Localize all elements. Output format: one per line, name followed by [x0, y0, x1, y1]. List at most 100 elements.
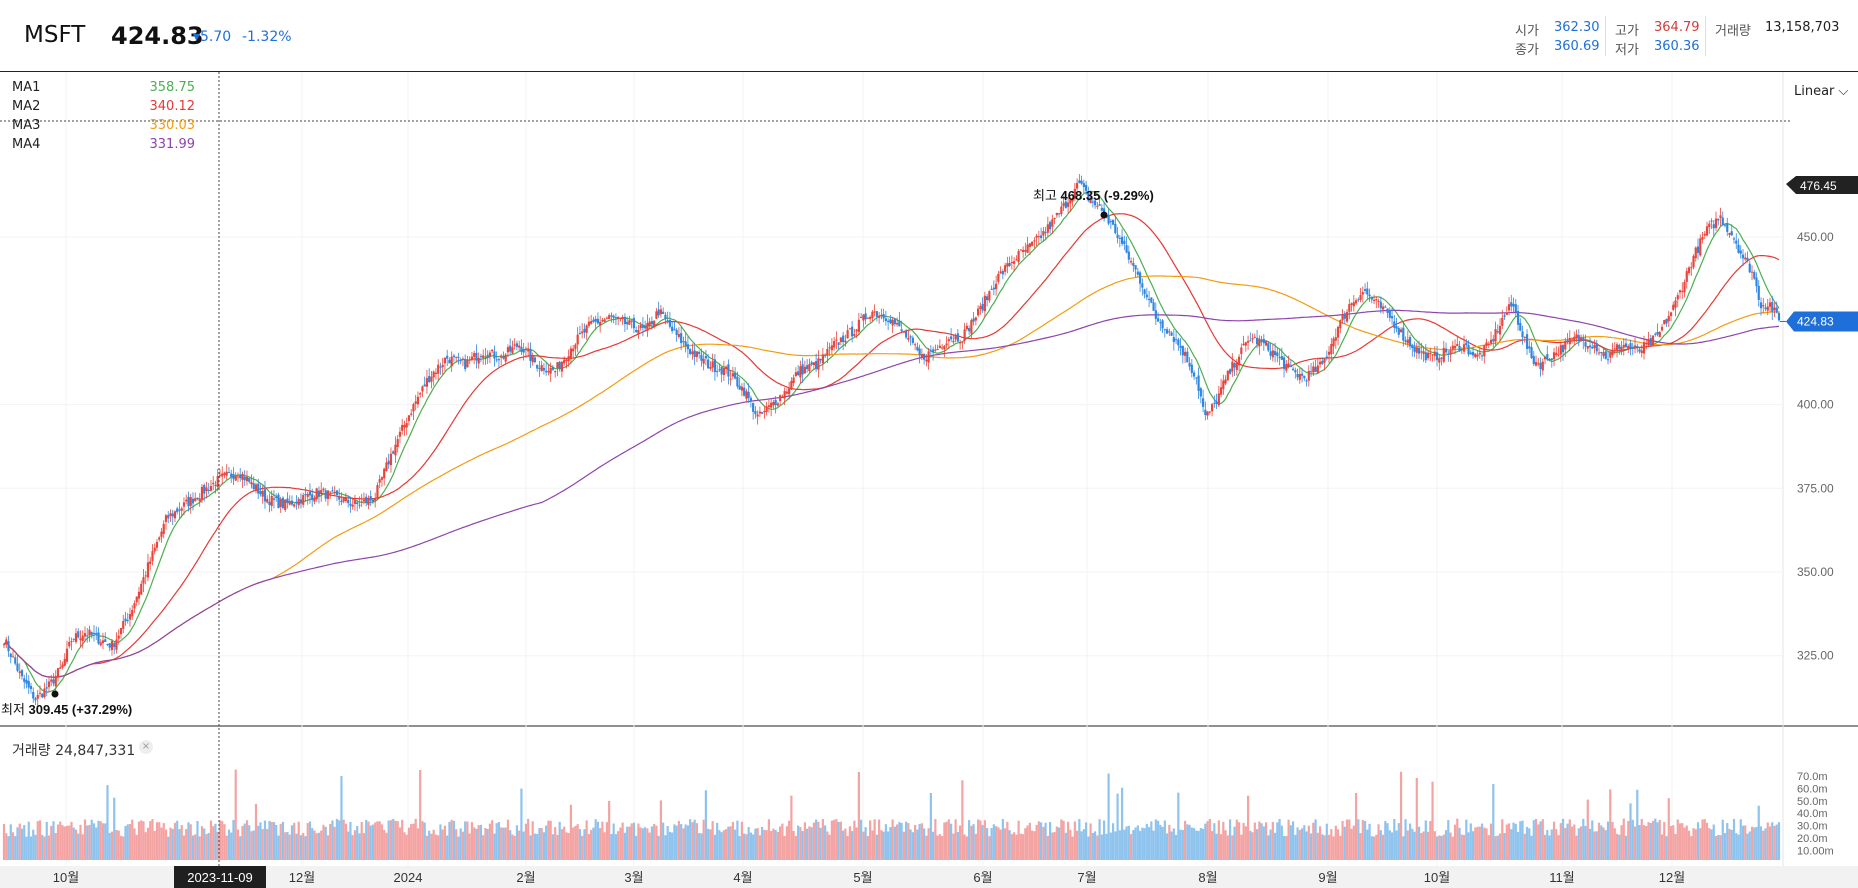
candle [684, 341, 687, 347]
volume-bar [196, 820, 199, 860]
candle [891, 319, 894, 326]
volume-bar [493, 833, 496, 860]
candle [1748, 263, 1751, 273]
candle [117, 635, 120, 639]
volume-bar [664, 835, 667, 860]
volume-bar [979, 820, 982, 860]
volume-bar [1296, 827, 1299, 860]
candle [1084, 184, 1088, 191]
volume-bar [473, 827, 476, 860]
volume-bar [657, 835, 660, 860]
candle [729, 378, 732, 380]
volume-bar [1006, 821, 1009, 860]
candle [779, 395, 782, 402]
volume-bar [18, 823, 21, 860]
volume-bar [1613, 828, 1616, 860]
candle [925, 359, 928, 362]
candle [1269, 351, 1272, 356]
volume-bar [1494, 836, 1497, 860]
candle [153, 547, 156, 552]
volume-bar [880, 830, 883, 860]
volume-bar [1004, 828, 1007, 860]
ma3-line [3, 275, 1780, 678]
candle [351, 504, 354, 507]
volume-bar [1028, 822, 1031, 860]
volume-bar [1388, 830, 1391, 860]
volume-bar [27, 821, 30, 860]
volume-bar [83, 819, 87, 860]
volume-bar [77, 833, 80, 860]
volume-bar [623, 832, 627, 860]
candle [1712, 224, 1715, 229]
volume-bar [1705, 822, 1709, 860]
candle [767, 405, 770, 408]
volume-bar [1663, 822, 1666, 860]
candle [972, 318, 975, 322]
candle [419, 393, 422, 395]
volume-bar [491, 820, 494, 860]
candle [959, 342, 962, 344]
volume-bar [185, 829, 188, 860]
volume-bar [898, 822, 901, 860]
volume-bar [1258, 821, 1261, 860]
candle [837, 342, 840, 345]
volume-tick-label: 50.0m [1797, 796, 1828, 808]
candle [641, 325, 645, 328]
candle [1321, 360, 1324, 365]
candle [1375, 299, 1378, 301]
candle [92, 632, 96, 635]
candle [1080, 180, 1083, 184]
volume-bar [482, 835, 485, 860]
volume-bar [547, 820, 550, 860]
volume-bar [126, 824, 129, 860]
candle [1676, 295, 1679, 300]
candle [898, 320, 901, 327]
volume-bar [1075, 830, 1079, 860]
candle [1413, 346, 1416, 352]
candle [1316, 365, 1319, 373]
volume-bar [776, 831, 779, 860]
volume-bar [88, 824, 91, 860]
volume-bar [1255, 829, 1259, 860]
volume-bar [1147, 827, 1151, 860]
candle [893, 318, 896, 325]
candle [1073, 188, 1076, 199]
volume-bar [605, 822, 609, 860]
candle [610, 315, 613, 317]
candle [578, 332, 582, 334]
volume-bar [909, 829, 912, 860]
price-chart[interactable]: 10월 12월 2024 2월 3월 4월 5월 6월 7월 8월 9월 10월 11월 12월325.0… [0, 72, 1858, 888]
candle [941, 347, 944, 349]
volume-bar [923, 828, 926, 860]
candle [1366, 288, 1369, 295]
volume-tick-label: 10.00m [1797, 845, 1834, 857]
candle [27, 680, 30, 688]
candle [745, 391, 748, 399]
close-icon[interactable]: × [139, 740, 153, 754]
volume-bar [545, 825, 548, 860]
price-change: ▾5.70 [193, 29, 232, 45]
candle [574, 344, 577, 349]
volume-bar [428, 830, 431, 860]
volume-bar [446, 835, 449, 860]
volume-bar [511, 834, 514, 860]
candle [1618, 344, 1621, 350]
candle [1415, 347, 1418, 353]
volume-bar [63, 826, 66, 860]
volume-bar [1393, 818, 1396, 860]
candle [477, 357, 480, 364]
scale-dropdown[interactable]: Linear ⌵ [1794, 84, 1848, 99]
candle [799, 366, 802, 378]
volume-bar [1125, 826, 1128, 860]
candle [290, 500, 294, 505]
volume-bar [191, 835, 195, 860]
volume-bar [779, 826, 782, 860]
volume-bar [277, 835, 280, 860]
volume-bar [682, 828, 685, 860]
volume-bar [25, 836, 28, 860]
candle [662, 311, 665, 314]
volume-bar [320, 830, 323, 860]
volume-bar [1170, 831, 1173, 860]
volume-bar [659, 800, 663, 860]
candle [104, 639, 107, 643]
